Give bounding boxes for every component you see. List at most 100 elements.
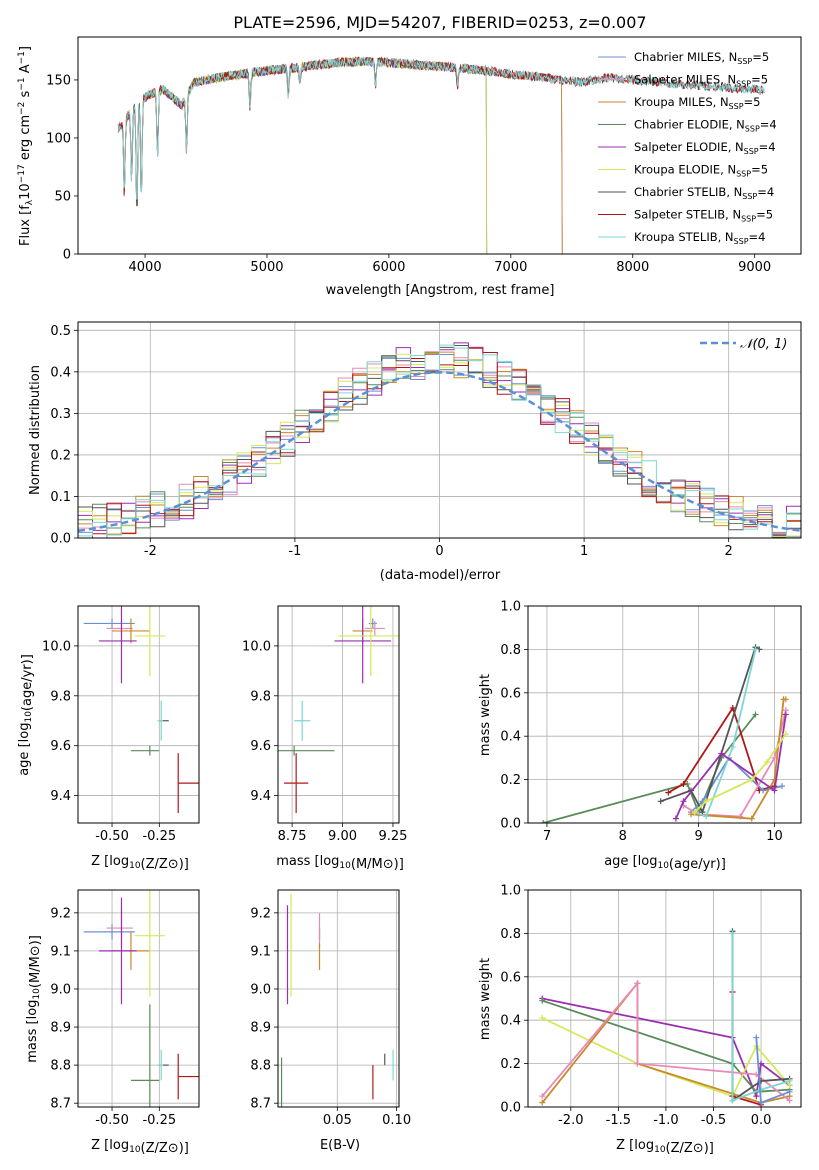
y-tick-label: 8.9 (250, 1021, 271, 1036)
y-tick-label: 8.7 (250, 1097, 271, 1112)
y-tick-label: 9.6 (50, 739, 71, 754)
axes-frame (527, 605, 802, 824)
legend-label: Salpeter STELIB, NSSP=5 (634, 208, 773, 224)
y-tick-label: 0.6 (500, 686, 521, 701)
y-tick-label: 10.0 (42, 639, 71, 654)
weight-marker (782, 696, 789, 703)
axis-label-sub: 10 (24, 711, 34, 723)
axis-label-part: (Z/Z⊙)] (141, 1141, 189, 1156)
axis-label: Z [log10(Z/Z⊙)] (616, 1138, 714, 1156)
y-tick-label: 0.0 (500, 1101, 521, 1116)
y-tick-label: 0.1 (50, 490, 71, 505)
x-tick-label: -1 (288, 544, 301, 559)
weight-marker (539, 1093, 546, 1100)
x-axis-label: (data-model)/error (380, 568, 501, 583)
y-axis-label: Normed distribution (28, 365, 43, 495)
spectrum-line (117, 56, 488, 254)
y-axis-label-part: s (18, 90, 33, 101)
axis-label-sub: 10 (129, 861, 141, 871)
y-axis-label: mass weight (478, 958, 493, 1040)
spectrum-line (117, 56, 563, 254)
weight-marker (786, 1088, 793, 1095)
axis-label-part: log (634, 1138, 654, 1153)
weight-marker (786, 1077, 793, 1084)
axes-frame (527, 889, 802, 1108)
residual-axes: -2 -1 0 1 2 0.0 0.1 0.2 0.3 0.4 0.5 (data-model)/er… (28, 321, 802, 583)
axis-label-part: log (320, 854, 340, 869)
y-tick-label: 8.8 (50, 1059, 71, 1074)
x-tick-label: 7000 (494, 260, 527, 275)
weight-marker (752, 711, 759, 718)
legend-label-sub: SSP (745, 125, 760, 134)
x-tick-label: 9.25 (378, 829, 407, 844)
y-axis-label-part: −1 (17, 51, 27, 64)
axis-label-part: Z [ (616, 1138, 634, 1153)
spectrum-line (117, 56, 488, 254)
y-tick-label: 10.0 (242, 639, 271, 654)
y-axis-label-part: −17 (17, 164, 27, 183)
legend-label-main: Salpeter STELIB, N (634, 208, 741, 222)
weight-marker (634, 1060, 641, 1067)
y-tick-label: 0 (63, 248, 71, 263)
x-tick-label: 0.05 (323, 1113, 352, 1128)
x-tick-label: 8 (619, 829, 627, 844)
x-tick-label: -0.25 (142, 1113, 176, 1128)
legend-label-val: =5 (744, 95, 761, 109)
weight-marker (729, 930, 736, 937)
y-tick-label: 0.4 (50, 365, 71, 380)
y-axis-label-part: ] (18, 46, 33, 51)
axes-frame (277, 889, 400, 1108)
legend-label-main: Salpeter MILES, N (634, 73, 736, 87)
axes-frame (77, 889, 200, 1108)
legend-label: Chabrier ELODIE, NSSP=4 (634, 118, 777, 134)
plots-layer: 4000 5000 6000 7000 8000 9000050100150wavelen… (17, 36, 802, 1156)
y-tick-label: 9.4 (50, 789, 71, 804)
axis-label-part: log (17, 723, 32, 743)
y-axis-label-part: erg cm (18, 115, 33, 164)
y-tick-label: 9.2 (50, 906, 71, 921)
spectrum-line (118, 56, 488, 254)
axis-label-part: Z [ (91, 1138, 109, 1153)
axis-label-part: (Z/Z⊙)] (666, 1141, 714, 1156)
weight-marker (680, 780, 687, 787)
legend-label-main: Kroupa STELIB, N (634, 230, 734, 244)
y-tick-label: 9.6 (250, 739, 271, 754)
legend-label: Chabrier MILES, NSSP=5 (634, 50, 769, 66)
legend-label: Salpeter MILES, NSSP=5 (634, 73, 768, 89)
y-tick-label: 0.0 (50, 532, 71, 547)
y-tick-label: 0.2 (50, 448, 71, 463)
x-tick-label: -0.50 (95, 1113, 129, 1128)
legend-label-sub: SSP (736, 170, 751, 179)
y-tick-label: 0.8 (500, 643, 521, 658)
weight-marker (539, 1099, 546, 1106)
x-tick-label: -1.5 (606, 1113, 631, 1128)
weight-marker (634, 980, 641, 987)
x-axis-label: E(B-V) (320, 1138, 360, 1153)
axes-frame (77, 605, 200, 824)
axis-label: mass [log10(M/M⊙)] (276, 854, 404, 872)
weight-marker (763, 759, 770, 766)
y-axis-label-part: −2 (17, 102, 27, 115)
weight-marker (539, 1015, 546, 1022)
spectrum-line (117, 56, 563, 254)
x-tick-label: -2.0 (558, 1113, 583, 1128)
weight-marker (748, 776, 755, 783)
weight-marker (779, 783, 786, 790)
mass-weight-vs-z-axes: -2.0 -1.5 -1.0 -0.5 0.0 0.0 0.2 0.4 0.6 0.8 1.0 Z [… (478, 884, 802, 1156)
y-tick-label: 9.8 (250, 689, 271, 704)
axis-label-part: (age/yr)] (20, 654, 35, 711)
y-tick-label: 9.1 (50, 944, 71, 959)
axis-label-part: log (638, 854, 658, 869)
y-tick-label: 150 (46, 73, 71, 88)
axis-label-part: log (25, 1000, 40, 1020)
y-tick-label: 0.4 (500, 730, 521, 745)
axis-label-part: mass [ (25, 1019, 40, 1062)
axis-label-part: (Z/Z⊙)] (141, 857, 189, 872)
figure-title: PLATE=2596, MJD=54207, FIBERID=0253, z=0… (233, 13, 646, 32)
axis-label-part: Z [ (91, 854, 109, 869)
legend-label: 𝒩(0, 1) (740, 337, 787, 352)
legend-label-val: =4 (757, 185, 774, 199)
axes-frame (277, 605, 400, 824)
